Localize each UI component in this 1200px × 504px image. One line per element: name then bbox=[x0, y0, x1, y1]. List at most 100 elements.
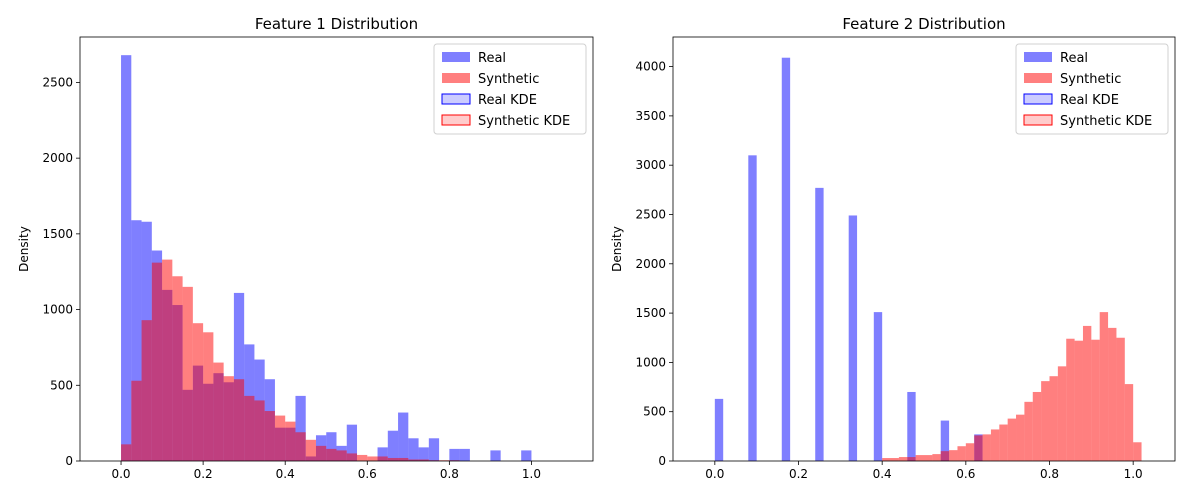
y-tick-label: 2500 bbox=[635, 207, 666, 221]
synthetic-bar bbox=[1049, 376, 1058, 461]
synthetic-bar bbox=[957, 446, 966, 461]
x-tick-label: 0.0 bbox=[111, 467, 130, 481]
synthetic-bar bbox=[907, 457, 916, 461]
real-bar bbox=[408, 438, 419, 461]
synthetic-bar bbox=[295, 432, 306, 461]
synthetic-bar bbox=[1108, 327, 1117, 461]
y-tick-label: 3000 bbox=[635, 158, 666, 172]
x-tick-label: 0.2 bbox=[789, 467, 808, 481]
y-tick-label: 2000 bbox=[42, 151, 73, 165]
synthetic-bar bbox=[1032, 391, 1042, 461]
synthetic-bar bbox=[1124, 384, 1134, 461]
x-tick-label: 1.0 bbox=[1124, 467, 1143, 481]
legend-swatch bbox=[442, 73, 470, 83]
synthetic-bar bbox=[346, 453, 358, 461]
synthetic-bar bbox=[1133, 442, 1142, 461]
synthetic-bar bbox=[1016, 414, 1025, 461]
real-bar bbox=[387, 430, 399, 461]
synthetic-bar bbox=[965, 443, 975, 461]
synthetic-bar bbox=[974, 435, 983, 461]
synthetic-bar bbox=[141, 320, 152, 461]
synthetic-bar bbox=[151, 262, 163, 461]
synthetic-bar bbox=[408, 459, 419, 461]
real-bar bbox=[848, 215, 858, 461]
synthetic-bar bbox=[244, 395, 255, 461]
y-tick-label: 4000 bbox=[635, 60, 666, 74]
synthetic-bar bbox=[172, 276, 183, 461]
real-bar bbox=[490, 450, 501, 461]
synthetic-bar bbox=[336, 450, 347, 461]
synthetic-bar bbox=[254, 400, 265, 461]
synthetic-bar bbox=[1074, 340, 1083, 461]
synthetic-bar bbox=[1116, 337, 1125, 461]
real-bar bbox=[398, 412, 409, 461]
x-tick-label: 0.4 bbox=[276, 467, 295, 481]
synthetic-bar bbox=[203, 332, 214, 461]
histogram-bars bbox=[121, 55, 532, 462]
y-tick-label: 0 bbox=[65, 454, 73, 468]
synthetic-bar bbox=[990, 429, 1000, 461]
synthetic-bar bbox=[398, 457, 409, 461]
synthetic-bar bbox=[387, 457, 399, 461]
synthetic-bar bbox=[1066, 338, 1075, 461]
synthetic-bar bbox=[131, 380, 142, 461]
real-bar bbox=[748, 155, 757, 461]
synthetic-bar bbox=[882, 458, 891, 461]
real-bar bbox=[781, 57, 791, 462]
x-tick-label: 0.8 bbox=[440, 467, 459, 481]
synthetic-bar bbox=[418, 459, 429, 461]
synthetic-bar bbox=[367, 456, 378, 461]
y-tick-label: 1500 bbox=[635, 306, 666, 320]
x-tick-label: 0.2 bbox=[194, 467, 213, 481]
synthetic-bar bbox=[1007, 418, 1017, 461]
histogram-bars bbox=[714, 57, 1142, 462]
x-tick-label: 0.8 bbox=[1040, 467, 1059, 481]
synthetic-bar bbox=[1024, 401, 1033, 461]
real-bar bbox=[295, 395, 306, 461]
real-bar bbox=[459, 448, 470, 461]
y-tick-label: 1500 bbox=[42, 227, 73, 241]
real-bar bbox=[714, 398, 724, 461]
chart-2: 0.0 0.2 0.4 0.6 0.8 1.0 0 500 1000 1500 2000 2500 30… bbox=[610, 15, 1176, 481]
synthetic-bar bbox=[1091, 339, 1100, 461]
y-axis-label: Density bbox=[17, 226, 31, 272]
real-bar bbox=[326, 432, 337, 461]
synthetic-bar bbox=[233, 379, 245, 461]
synthetic-bar bbox=[1099, 312, 1109, 461]
legend-swatch bbox=[1023, 93, 1053, 105]
legend-swatch bbox=[1024, 73, 1052, 83]
real-bar bbox=[131, 220, 142, 461]
legend: Real Synthetic Real KDE Synthetic KDE bbox=[433, 43, 587, 135]
synthetic-bar bbox=[915, 455, 924, 461]
y-tick-label: 0 bbox=[658, 454, 666, 468]
legend: Real Synthetic Real KDE Synthetic KDE bbox=[1015, 43, 1169, 135]
legend-swatch bbox=[441, 114, 471, 126]
synthetic-bar bbox=[898, 457, 908, 461]
synthetic-bar bbox=[1082, 325, 1092, 461]
plot-frame bbox=[672, 36, 1176, 462]
plot-frame bbox=[79, 36, 594, 462]
synthetic-bar bbox=[305, 439, 316, 461]
synthetic-bar bbox=[285, 421, 296, 461]
synthetic-bar bbox=[949, 450, 958, 461]
synthetic-bar bbox=[999, 424, 1008, 461]
synthetic-bar bbox=[377, 456, 388, 461]
chart-title: Feature 1 Distribution bbox=[255, 15, 418, 33]
real-bar bbox=[121, 55, 132, 462]
legend-label: Synthetic KDE bbox=[1060, 114, 1152, 129]
legend-box bbox=[433, 43, 587, 135]
synthetic-bar bbox=[326, 448, 337, 461]
synthetic-bar bbox=[924, 455, 933, 461]
y-tick-label: 500 bbox=[50, 378, 73, 392]
x-tick-label: 0.6 bbox=[956, 467, 975, 481]
synthetic-bar bbox=[940, 451, 950, 461]
x-tick-label: 0.4 bbox=[873, 467, 892, 481]
synthetic-bar bbox=[192, 323, 204, 461]
legend-label: Real KDE bbox=[478, 93, 537, 108]
legend-label: Real bbox=[478, 51, 506, 66]
real-bar bbox=[907, 391, 916, 461]
y-tick-label: 1000 bbox=[42, 303, 73, 317]
synthetic-bar bbox=[357, 454, 368, 461]
legend-label: Real KDE bbox=[1060, 93, 1119, 108]
